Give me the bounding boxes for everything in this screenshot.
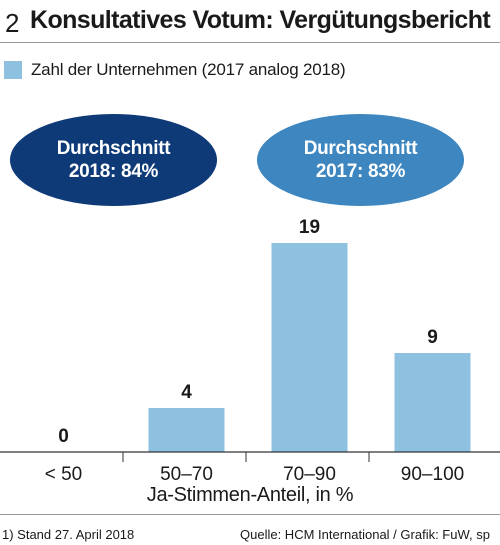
average-2018-line2: 2018: 84% [68, 161, 159, 182]
average-2017-line2: 2017: 83% [315, 161, 406, 182]
bar-value-label-1: 4 [181, 382, 192, 403]
bar-value-label-2: 19 [299, 217, 320, 238]
average-2018-line1: Durchschnitt [56, 138, 171, 159]
bar-1 [148, 408, 225, 452]
x-tick-label-1: 50–70 [160, 464, 213, 480]
average-2017-callout: Durchschnitt 2017: 83% [257, 114, 464, 206]
bar-value-label-3: 9 [427, 327, 438, 348]
figure-number: 2 [5, 8, 20, 38]
x-tick-label-3: 90–100 [401, 464, 464, 480]
source-credit: Quelle: HCM International / Grafik: FuW,… [240, 527, 490, 542]
chart-header: 2 Konsultatives Votum: Vergütungsbericht [0, 0, 500, 42]
average-2018-callout: Durchschnitt 2018: 84% [10, 114, 217, 206]
chart-title: Konsultatives Votum: Vergütungsbericht [30, 6, 491, 34]
average-2017-line1: Durchschnitt [303, 138, 418, 159]
legend: Zahl der Unternehmen (2017 analog 2018) [4, 58, 346, 82]
bar-3 [394, 353, 471, 452]
x-tick-label-2: 70–90 [283, 464, 336, 480]
x-axis-title: Ja-Stimmen-Anteil, in % [146, 484, 354, 506]
footer-rule [0, 514, 500, 515]
legend-swatch [4, 61, 22, 79]
title-rule [0, 42, 500, 43]
bar-value-label-0: 0 [58, 426, 69, 447]
legend-label: Zahl der Unternehmen (2017 analog 2018) [31, 60, 346, 79]
bar-2 [271, 243, 348, 452]
x-tick-label-0: < 50 [45, 464, 83, 480]
footnote: 1) Stand 27. April 2018 [2, 527, 135, 542]
bar-chart: 0 < 50 4 50–70 19 70–90 9 90–100 [0, 217, 500, 480]
